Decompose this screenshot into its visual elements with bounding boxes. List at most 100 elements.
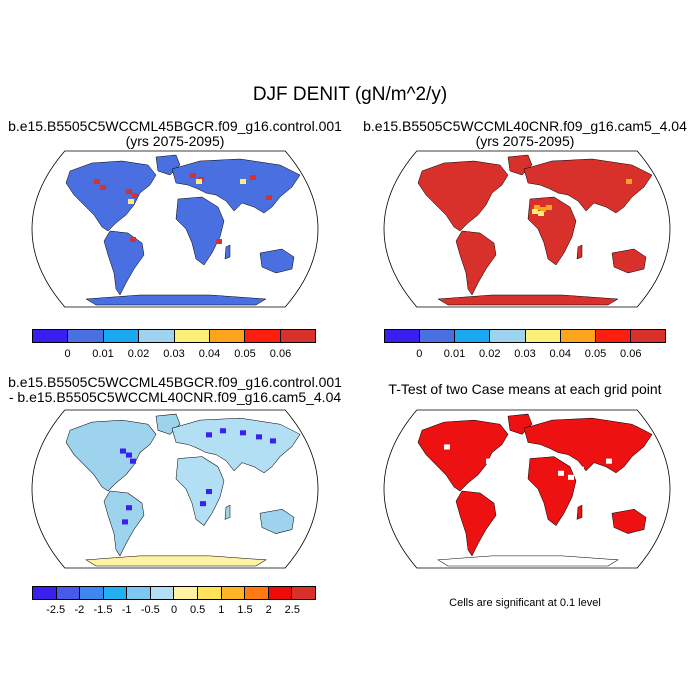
colorbar3-tick-label: -1.5: [93, 604, 113, 616]
south-america-landmass: [455, 490, 497, 557]
colorbar1-swatch-5: [209, 330, 246, 342]
colorbar2-swatch-6: [595, 330, 631, 342]
map-speckle: [240, 430, 246, 436]
colorbar2-swatch-4: [525, 330, 561, 342]
australia-landmass: [259, 248, 295, 274]
panel1-title-line2: (yrs 2075-2095): [125, 133, 225, 149]
map-speckle: [568, 474, 574, 480]
australia-landmass: [611, 508, 647, 534]
map-speckle: [128, 199, 134, 204]
colorbar-panel2: [384, 329, 666, 343]
north-america-landmass: [417, 419, 509, 492]
australia-landmass: [259, 508, 295, 534]
colorbar-labels-panel3: -2.5 -2 -1.5 -1 -0.5 0 0.5 1 1.5 2 2.5: [32, 604, 316, 618]
colorbar3-tick-label: -1: [121, 604, 132, 616]
map-speckle: [444, 444, 450, 450]
africa-landmass: [175, 196, 225, 266]
map-speckle: [240, 179, 246, 184]
colorbar3-swatch-5: [150, 587, 175, 599]
colorbar3-tick-label: 1.5: [237, 604, 253, 616]
south-america-landmass: [103, 230, 145, 296]
map-speckle: [130, 237, 136, 242]
colorbar3-tick-label: 1: [218, 604, 225, 616]
colorbar2-tick-label: 0.02: [479, 348, 501, 360]
land-group: [417, 154, 653, 306]
colorbar2-tick-label: 0.06: [620, 348, 642, 360]
colorbar3-swatch-1: [56, 587, 81, 599]
land-group: [65, 154, 301, 306]
colorbar1-tick-label: 0.02: [127, 348, 150, 360]
madagascar-landmass: [576, 244, 583, 260]
map-speckle: [256, 434, 262, 440]
colorbar1-swatch-6: [245, 330, 281, 342]
colorbar2-swatch-0: [385, 330, 421, 342]
map-speckle: [190, 173, 196, 178]
colorbar-labels-panel2: 0 0.01 0.02 0.03 0.04 0.05 0.06: [384, 348, 666, 362]
map-speckle: [578, 466, 584, 472]
panel2-title-line2: (yrs 2075-2095): [475, 133, 575, 149]
map-speckle: [122, 519, 128, 525]
colorbar-panel3: [32, 586, 316, 600]
figure-title: DJF DENIT (gN/m^2/y): [252, 84, 448, 105]
colorbar3-swatch-7: [198, 587, 222, 599]
map-speckle: [120, 448, 126, 454]
map-speckle: [532, 209, 538, 214]
eurasia-landmass: [523, 417, 653, 474]
map-speckle: [132, 193, 138, 198]
madagascar-landmass: [576, 504, 583, 520]
panel1-map: [31, 150, 319, 308]
australia-landmass: [611, 248, 647, 274]
map-speckle: [206, 489, 212, 495]
panel4-title-line1: T-Test of two Case means at each grid po…: [388, 381, 662, 397]
map-speckle: [196, 179, 202, 184]
map-speckle: [546, 205, 552, 210]
map-speckle: [540, 207, 546, 212]
colorbar1-swatch-7: [280, 330, 315, 342]
land-group: [65, 413, 301, 567]
colorbar1-swatch-2: [103, 330, 140, 342]
antarctica-landmass: [85, 294, 267, 306]
map-speckle: [538, 211, 544, 216]
colorbar2-tick-label: 0.01: [443, 348, 466, 360]
madagascar-landmass: [224, 244, 231, 260]
antarctica-landmass: [437, 294, 619, 306]
colorbar3-tick-label: -2.5: [46, 604, 66, 616]
panel1-title-line1: b.e15.B5505C5WCCML45BGCR.f09_g16.control…: [8, 118, 342, 134]
colorbar3-tick-label: 0: [170, 604, 178, 616]
colorbar2-tick-label: 0: [416, 348, 423, 360]
south-america-landmass: [455, 230, 497, 296]
ttest-note: Cells are significant at 0.1 level: [449, 597, 601, 609]
panel4-title: T-Test of two Case means at each grid po…: [350, 382, 700, 397]
map-speckle: [606, 458, 612, 464]
colorbar1-tick-label: 0.06: [269, 348, 292, 360]
colorbar2-swatch-5: [560, 330, 596, 342]
colorbar2-swatch-7: [630, 330, 665, 342]
panel3-title-line1: b.e15.B5505C5WCCML45BGCR.f09_g16.control…: [8, 374, 342, 390]
north-america-landmass: [65, 419, 157, 492]
map-speckle: [534, 205, 540, 210]
colorbar3-swatch-10: [268, 587, 293, 599]
colorbar-panel1: [32, 329, 316, 343]
colorbar1-swatch-1: [68, 330, 104, 342]
colorbar3-swatch-2: [80, 587, 104, 599]
map-speckle: [130, 458, 136, 464]
colorbar3-tick-label: -2: [74, 604, 85, 616]
panel2-title-line1: b.e15.B5505C5WCCML40CNR.f09_g16.cam5_4.0…: [363, 118, 687, 134]
antarctica-landmass: [85, 555, 267, 567]
map-speckle: [220, 428, 226, 434]
map-speckle: [126, 189, 132, 194]
colorbar1-tick-label: 0.05: [234, 348, 256, 360]
colorbar3-tick-label: 2.5: [284, 604, 300, 616]
colorbar1-swatch-4: [174, 330, 210, 342]
map-speckle: [592, 468, 598, 474]
panel3-title-line2: - b.e15.B5505C5WCCML40CNR.f09_g16.cam5_4…: [8, 389, 342, 405]
panel2-map: [383, 150, 671, 308]
colorbar1-swatch-0: [33, 330, 69, 342]
panel3-title: b.e15.B5505C5WCCML45BGCR.f09_g16.control…: [0, 375, 350, 405]
map-speckle: [486, 458, 492, 464]
map-speckle: [206, 432, 212, 438]
colorbar2-tick-label: 0.04: [549, 348, 571, 360]
colorbar3-tick-label: -0.5: [140, 604, 160, 616]
eurasia-landmass: [523, 158, 653, 214]
colorbar3-tick-label: 2: [265, 604, 272, 616]
